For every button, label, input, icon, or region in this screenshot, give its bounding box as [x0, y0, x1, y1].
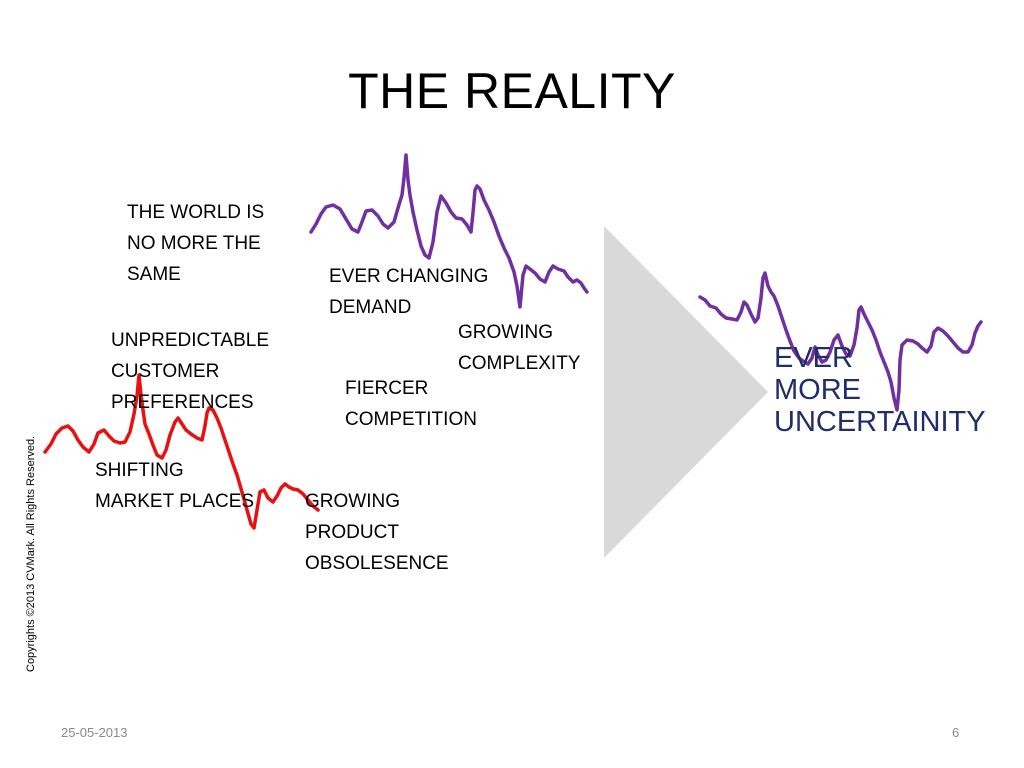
label-growing-product-obsolesence: GROWING PRODUCT OBSOLESENCE — [305, 486, 449, 579]
label-line: COMPLEXITY — [458, 353, 581, 374]
label-line: NO MORE THE — [127, 233, 261, 254]
footer-date: 25-05-2013 — [61, 725, 128, 740]
label-line: PRODUCT — [305, 522, 399, 543]
slide-title: THE REALITY — [348, 63, 676, 119]
label-line: CUSTOMER — [111, 361, 220, 382]
label-line: PREFERENCES — [111, 392, 254, 413]
label-line: EVER CHANGING — [329, 266, 489, 287]
label-line: GROWING — [458, 322, 553, 343]
label-line: DEMAND — [329, 297, 412, 318]
red-volatility-line — [43, 373, 320, 530]
result-ever-more-uncertainity: EVER MORE UNCERTAINITY — [774, 342, 986, 438]
label-line: MARKET PLACES — [95, 491, 255, 512]
label-line: FIERCER — [345, 378, 429, 399]
result-line: MORE — [774, 374, 861, 406]
result-line: UNCERTAINITY — [774, 406, 986, 438]
arrow-shape — [604, 226, 768, 558]
label-shifting-market-places: SHIFTING MARKET PLACES — [95, 455, 254, 517]
label-line: GROWING — [305, 491, 400, 512]
label-line: SHIFTING — [95, 460, 184, 481]
purple-uncertainty-line — [698, 271, 983, 412]
label-line: UNPREDICTABLE — [111, 330, 270, 351]
label-line: SAME — [127, 264, 181, 285]
label-line: THE WORLD IS — [127, 202, 265, 223]
label-growing-complexity: GROWING COMPLEXITY — [458, 317, 580, 379]
label-world-is-no-more-same: THE WORLD IS NO MORE THE SAME — [127, 197, 264, 290]
copyright-notice: Copyrights ©2013 CVMark. All Rights Rese… — [25, 435, 37, 672]
result-line: EVER — [774, 342, 853, 374]
label-unpredictable-customer-preferences: UNPREDICTABLE CUSTOMER PREFERENCES — [111, 325, 269, 418]
purple-volatility-line — [309, 153, 589, 309]
label-line: OBSOLESENCE — [305, 553, 449, 574]
footer-page-number: 6 — [952, 725, 960, 740]
label-line: COMPETITION — [345, 409, 477, 430]
label-ever-changing-demand: EVER CHANGING DEMAND — [329, 261, 488, 323]
label-fiercer-competition: FIERCER COMPETITION — [345, 373, 477, 435]
